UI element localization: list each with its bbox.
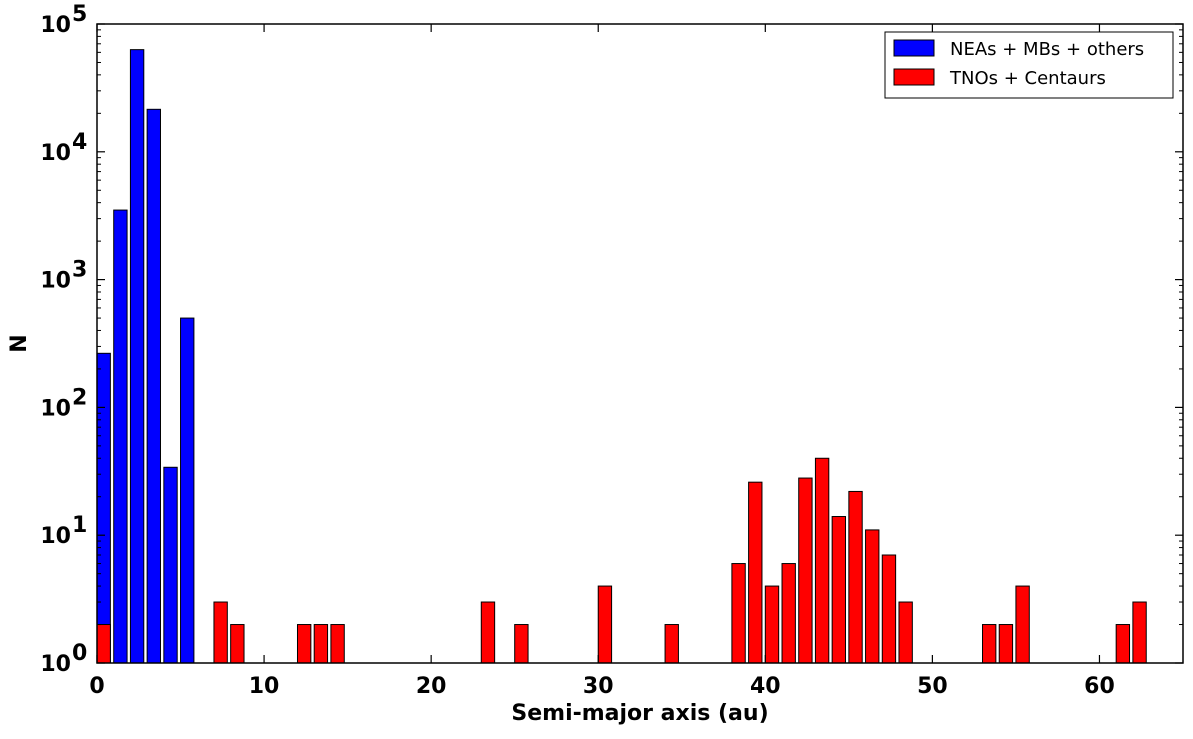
bar-tnos-34 (664, 624, 679, 664)
bar-tnos-54 (998, 624, 1014, 664)
bar-neas-5 (180, 317, 195, 664)
bar-neas-1 (113, 209, 128, 664)
x-axis-title: Semi-major axis (au) (511, 701, 768, 726)
bar-neas-2 (129, 49, 145, 664)
y-tick-exponent-3: 3 (72, 258, 87, 283)
x-tick-label-0: 0 (89, 674, 104, 699)
bar-tnos-61 (1115, 624, 1131, 664)
legend-swatch-neas (893, 39, 935, 57)
y-tick-label-3: 10 (40, 269, 71, 294)
bar-tnos-42 (798, 477, 813, 664)
y-tick-label-5: 10 (40, 13, 71, 38)
bar-tnos-23 (480, 601, 496, 664)
x-tick-label-50: 50 (917, 674, 948, 699)
y-tick-label-4: 10 (40, 141, 71, 166)
bar-neas-0 (96, 352, 111, 664)
bar-tnos-45 (848, 490, 863, 664)
bar-tnos-0 (96, 624, 111, 664)
legend: NEAs + MBs + others TNOs + Centaurs (884, 31, 1174, 99)
bar-tnos-43 (814, 457, 830, 664)
x-tick-label-60: 60 (1084, 674, 1115, 699)
bar-tnos-25 (514, 624, 529, 664)
x-tick-label-20: 20 (416, 674, 447, 699)
bar-tnos-53 (982, 624, 997, 664)
y-tick-exponent-1: 1 (72, 513, 87, 538)
x-tick-label-40: 40 (750, 674, 781, 699)
bar-tnos-7 (213, 601, 228, 664)
bar-tnos-48 (898, 601, 913, 664)
bars-layer (96, 49, 1147, 664)
x-tick-label-30: 30 (583, 674, 614, 699)
legend-label-tnos: TNOs + Centaurs (949, 68, 1106, 89)
y-tick-exponent-4: 4 (72, 130, 87, 155)
y-tick-exponent-0: 0 (72, 641, 87, 666)
bar-tnos-41 (781, 563, 796, 664)
bar-tnos-8 (230, 624, 245, 664)
bar-tnos-13 (313, 624, 329, 664)
bar-tnos-30 (597, 585, 613, 664)
bar-tnos-47 (881, 554, 897, 664)
plot-frame (96, 23, 1184, 664)
bar-tnos-40 (764, 585, 780, 664)
bar-tnos-38 (731, 563, 746, 664)
bar-tnos-62 (1132, 601, 1147, 664)
bar-tnos-55 (1015, 585, 1030, 664)
bar-tnos-39 (748, 481, 763, 664)
y-tick-label-2: 10 (40, 396, 71, 421)
bar-tnos-12 (296, 624, 312, 664)
legend-label-neas: NEAs + MBs + others (950, 39, 1144, 60)
x-tick-label-10: 10 (249, 674, 280, 699)
bar-tnos-46 (865, 529, 880, 664)
y-tick-label-1: 10 (40, 524, 71, 549)
y-axis-title: N (7, 334, 32, 352)
bar-neas-3 (146, 108, 161, 664)
bar-tnos-14 (330, 624, 345, 664)
bar-neas-4 (163, 466, 178, 664)
y-tick-exponent-5: 5 (72, 2, 87, 27)
legend-swatch-tnos (893, 68, 935, 86)
bar-tnos-44 (831, 516, 847, 664)
y-tick-exponent-2: 2 (72, 385, 87, 410)
y-tick-label-0: 10 (40, 652, 71, 677)
